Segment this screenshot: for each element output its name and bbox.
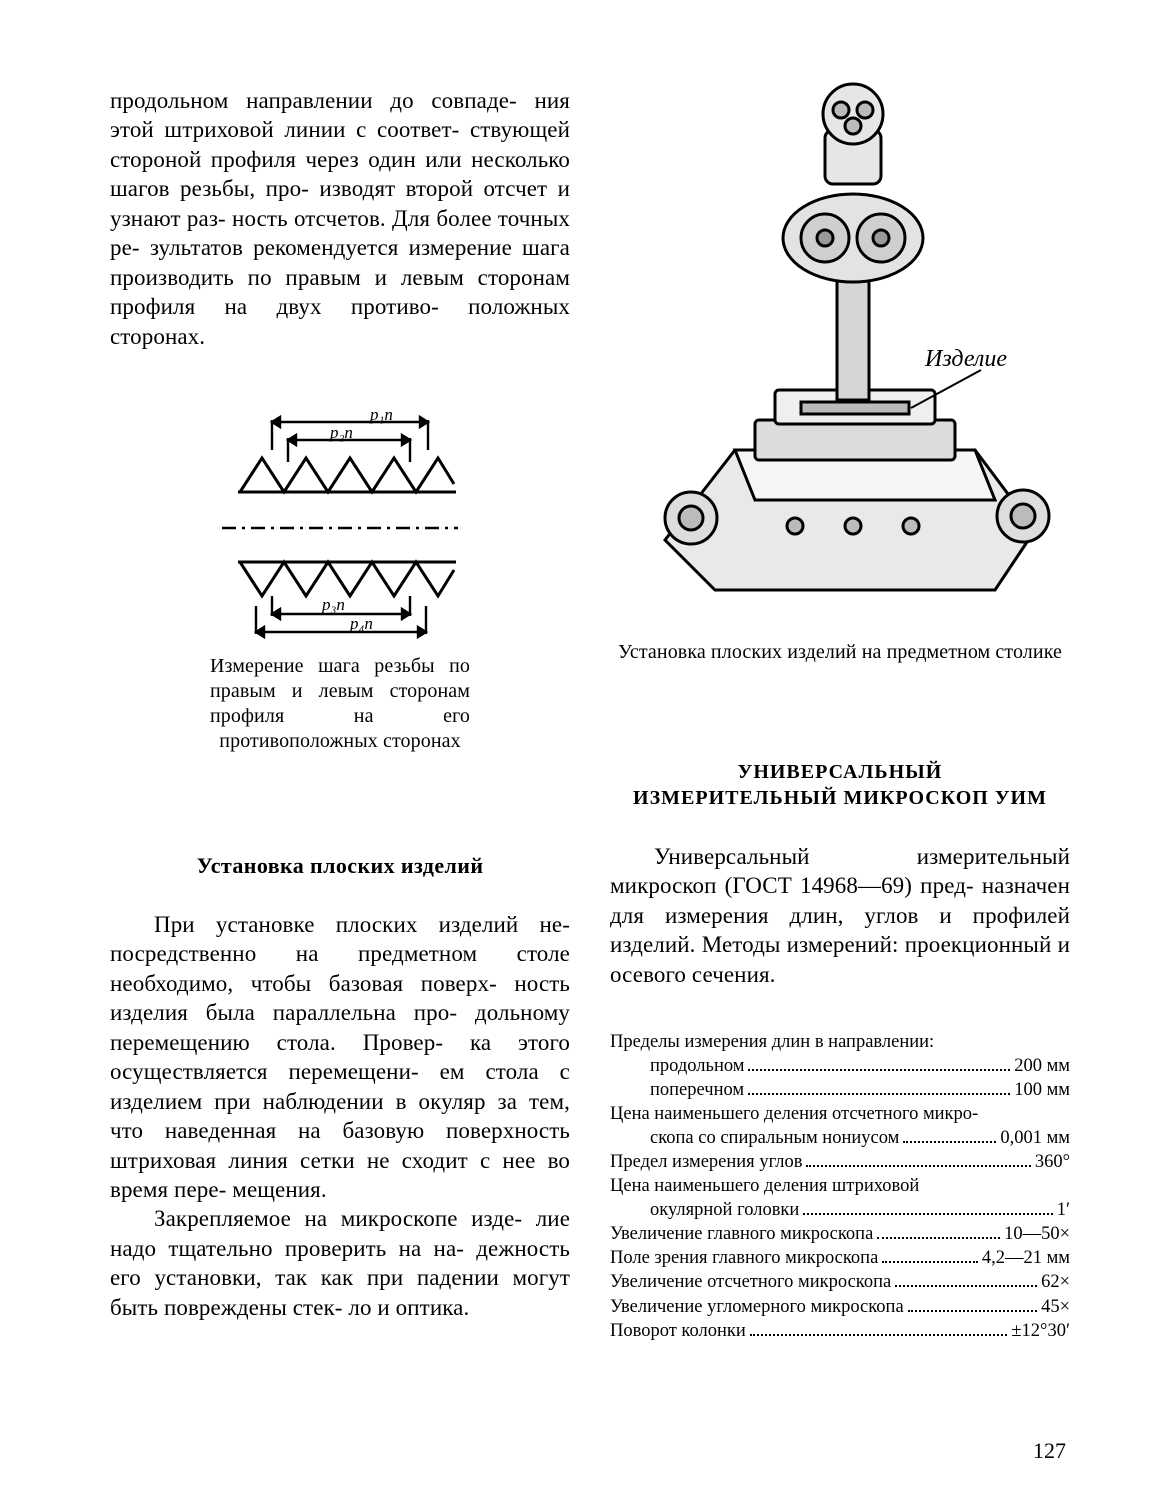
spec-row: окулярной головки 1′ — [610, 1198, 1070, 1222]
spec-value: 10—50× — [1004, 1222, 1070, 1246]
microscope-illustration: Изделие — [625, 70, 1055, 610]
spec-label: Увеличение главного микроскопа — [610, 1222, 873, 1246]
spec-value: 200 мм — [1014, 1054, 1070, 1078]
spec-label: Увеличение отсчетного микроскопа — [610, 1270, 891, 1294]
spec-dots — [750, 1334, 1008, 1336]
spec-value: 45× — [1041, 1295, 1070, 1319]
spec-label: окулярной головки — [650, 1198, 799, 1222]
spec-label: Предел измерения углов — [610, 1150, 802, 1174]
device-callout-label: Изделие — [924, 346, 1007, 372]
spec-row: Увеличение отсчетного микроскопа 62× — [610, 1270, 1070, 1294]
spec-value: 4,2—21 мм — [982, 1246, 1070, 1270]
right-para-1: Универсальный измерительный микроскоп (Г… — [610, 842, 1070, 989]
spec-dots — [882, 1261, 978, 1263]
spec-dots — [877, 1237, 1000, 1239]
left-para-2: При установке плоских изделий не- посред… — [110, 910, 570, 1204]
page-number: 127 — [1033, 1438, 1066, 1464]
device-figure: Изделие — [610, 70, 1070, 610]
spec-row: Увеличение угломерного микроскопа 45× — [610, 1295, 1070, 1319]
spec-label: Цена наименьшего деления штриховой — [610, 1174, 919, 1198]
spec-row: Предел измерения углов 360° — [610, 1150, 1070, 1174]
left-body: При установке плоских изделий не- посред… — [110, 910, 570, 1322]
right-section-title: УНИВЕРСАЛЬНЫЙ ИЗМЕРИТЕЛЬНЫЙ МИКРОСКОП УИ… — [610, 760, 1070, 811]
page: продольном направлении до совпаде- ния э… — [0, 0, 1176, 1500]
spec-row: поперечном 100 мм — [610, 1078, 1070, 1102]
right-body: Универсальный измерительный микроскоп (Г… — [610, 842, 1070, 989]
spec-value: 360° — [1035, 1150, 1070, 1174]
thread-label-p4n: p₄n — [349, 614, 373, 633]
thread-label-p2n: p₂n — [329, 423, 353, 442]
spec-row: Увеличение главного микроскопа 10—50× — [610, 1222, 1070, 1246]
spec-dots — [748, 1069, 1010, 1071]
spec-label: Увеличение угломерного микроскопа — [610, 1295, 904, 1319]
thread-label-p1n: p₁n — [369, 410, 393, 424]
spec-row: Поворот колонки ±12°30′ — [610, 1319, 1070, 1343]
spec-dots — [908, 1310, 1037, 1312]
spec-label: продольном — [650, 1054, 744, 1078]
spec-dots — [748, 1093, 1010, 1095]
spec-row: Цена наименьшего деления отсчетного микр… — [610, 1102, 1070, 1126]
spec-label: скопа со спиральным нониусом — [650, 1126, 899, 1150]
left-figure: p₁n p₂n p₃n p₄n Измерение шага резьбы по… — [110, 410, 570, 754]
spec-dots — [806, 1165, 1030, 1167]
spec-dots — [895, 1285, 1037, 1287]
left-column: продольном направлении до совпаде- ния э… — [110, 86, 570, 351]
device-caption-block: Установка плоских изделий на предметном … — [610, 640, 1070, 665]
spec-value: 62× — [1041, 1270, 1070, 1294]
left-heading: Установка плоских изделий — [110, 852, 570, 880]
spec-row: продольном 200 мм — [610, 1054, 1070, 1078]
thread-label-p3n: p₃n — [321, 595, 345, 614]
left-para-3: Закрепляемое на микроскопе изде- лие над… — [110, 1204, 570, 1322]
device-caption: Установка плоских изделий на предметном … — [610, 640, 1070, 665]
spec-dots — [903, 1141, 996, 1143]
specs-block: Пределы измерения длин в направлении: пр… — [610, 1030, 1070, 1343]
thread-diagram: p₁n p₂n p₃n p₄n — [210, 410, 470, 640]
spec-value: 100 мм — [1014, 1078, 1070, 1102]
left-figure-caption: Измерение шага резьбы по правым и левым … — [210, 654, 470, 754]
spec-label: Цена наименьшего деления отсчетного микр… — [610, 1102, 978, 1126]
spec-value: ±12°30′ — [1011, 1319, 1070, 1343]
spec-row: Цена наименьшего деления штриховой — [610, 1174, 1070, 1198]
spec-label: Поворот колонки — [610, 1319, 746, 1343]
spec-label: поперечном — [650, 1078, 744, 1102]
spec-value: 0,001 мм — [1000, 1126, 1070, 1150]
section-title-line1: УНИВЕРСАЛЬНЫЙ — [610, 760, 1070, 786]
spec-row: скопа со спиральным нониусом 0,001 мм — [610, 1126, 1070, 1150]
spec-label: Поле зрения главного микроскопа — [610, 1246, 878, 1270]
spec-dots — [803, 1213, 1052, 1215]
specs-intro: Пределы измерения длин в направлении: — [610, 1030, 1070, 1054]
left-para-1: продольном направлении до совпаде- ния э… — [110, 86, 570, 351]
spec-value: 1′ — [1057, 1198, 1070, 1222]
spec-row: Поле зрения главного микроскопа 4,2—21 мм — [610, 1246, 1070, 1270]
left-heading-block: Установка плоских изделий — [110, 852, 570, 880]
section-title-line2: ИЗМЕРИТЕЛЬНЫЙ МИКРОСКОП УИМ — [610, 786, 1070, 812]
